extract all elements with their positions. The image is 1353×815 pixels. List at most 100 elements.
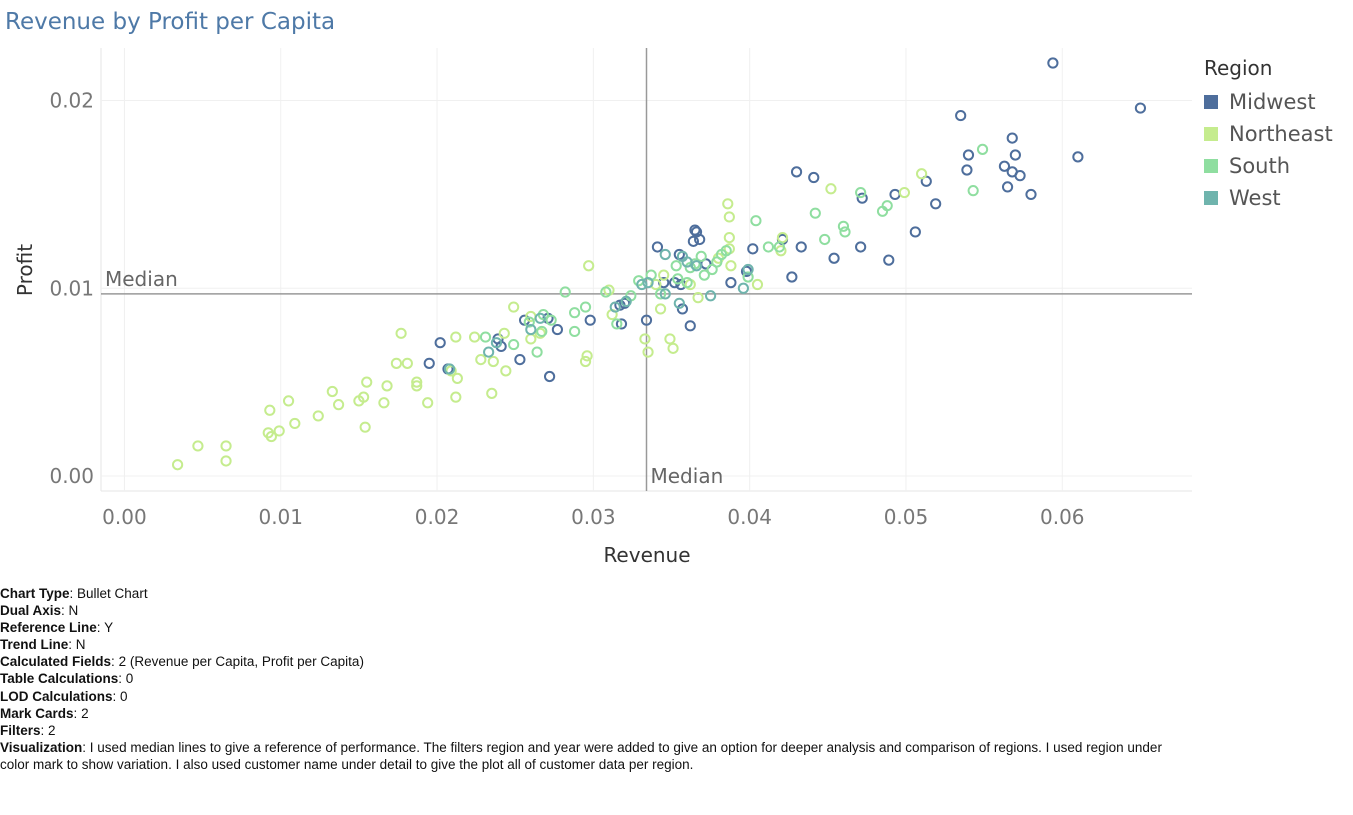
data-point-south (654, 288, 667, 300)
data-point-west (737, 282, 750, 294)
y-axis-label: Profit (13, 244, 37, 296)
note-calculated-fields: Calculated Fields: 2 (Revenue per Capita… (0, 654, 364, 670)
data-point-northeast (654, 303, 667, 315)
legend-item-south[interactable]: South (1204, 150, 1333, 182)
data-point-northeast (650, 278, 662, 291)
data-point-west (609, 301, 621, 313)
data-point-midwest (615, 318, 628, 330)
legend-label: Midwest (1229, 90, 1316, 114)
data-point-south (967, 185, 979, 197)
data-point-northeast (667, 342, 679, 354)
data-point-south (876, 205, 889, 217)
data-point-west (620, 295, 632, 308)
x-tick-label: 0.02 (415, 505, 460, 529)
data-point-west (673, 297, 685, 309)
data-point-midwest (689, 224, 701, 236)
data-point-northeast (475, 354, 487, 366)
y-tick-label: 0.02 (49, 89, 94, 113)
x-tick-label: 0.06 (1040, 505, 1085, 529)
note-trend-line: Trend Line: N (0, 637, 86, 653)
note-table-calculations: Table Calculations: 0 (0, 671, 134, 687)
data-point-northeast (500, 365, 512, 377)
data-point-northeast (312, 410, 324, 422)
data-point-northeast (498, 327, 510, 339)
data-point-midwest (1047, 57, 1059, 69)
data-point-west (525, 323, 537, 336)
data-point-northeast (825, 183, 837, 195)
data-point-northeast (579, 355, 592, 368)
median-label-vertical: Median (651, 464, 724, 488)
data-point-northeast (265, 430, 277, 443)
data-point-south (479, 331, 492, 343)
data-point-northeast (725, 260, 737, 272)
data-point-south (569, 307, 581, 319)
data-point-northeast (639, 333, 651, 345)
data-point-west (443, 363, 456, 375)
data-point-midwest (855, 241, 867, 253)
data-point-west (534, 312, 546, 324)
data-point-west (659, 248, 671, 261)
data-point-northeast (534, 327, 546, 339)
data-point-south (773, 241, 785, 253)
chart-notes: Chart Type: Bullet Chart Dual Axis: N Re… (0, 585, 1180, 773)
median-reference-lines: Median Median (101, 48, 1192, 491)
data-point-northeast (487, 355, 499, 368)
data-point-northeast (723, 231, 735, 244)
data-point-northeast (220, 455, 232, 467)
data-point-northeast (508, 301, 520, 313)
data-point-northeast (361, 376, 373, 388)
legend-item-northeast[interactable]: Northeast (1204, 118, 1333, 150)
data-point-south (819, 233, 831, 246)
x-tick-label: 0.01 (258, 505, 303, 529)
data-point-west (642, 277, 654, 289)
data-point-northeast (381, 380, 393, 392)
data-point-northeast (915, 168, 928, 180)
data-point-south (698, 269, 710, 281)
data-point-midwest (747, 243, 759, 255)
data-point-northeast (353, 395, 365, 407)
y-tick-label: 0.00 (49, 464, 94, 488)
x-axis-label: Revenue (603, 543, 690, 567)
legend-item-midwest[interactable]: Midwest (1204, 86, 1333, 118)
data-point-south (672, 273, 684, 285)
data-point-northeast (220, 440, 232, 452)
data-point-midwest (1072, 151, 1084, 163)
data-point-south (750, 215, 762, 227)
data-point-midwest (1134, 102, 1147, 114)
data-point-south (681, 277, 693, 289)
data-point-south (839, 226, 851, 238)
note-reference-line: Reference Line: Y (0, 620, 114, 636)
legend: Region Midwest Northeast South West (1204, 56, 1333, 214)
data-point-midwest (551, 323, 564, 336)
note-dual-axis: Dual Axis: N (0, 603, 79, 619)
data-point-northeast (445, 365, 457, 377)
data-point-northeast (450, 331, 462, 343)
data-point-midwest (740, 265, 753, 277)
data-point-midwest (856, 192, 868, 204)
note-filters: Filters: 2 (0, 722, 56, 738)
data-point-northeast (450, 391, 462, 403)
data-point-south (670, 260, 682, 272)
data-point-west (681, 256, 693, 268)
data-point-south (855, 186, 867, 199)
data-point-south (523, 316, 535, 328)
data-point-south (684, 262, 696, 274)
data-point-midwest (962, 149, 975, 161)
legend-item-west[interactable]: West (1204, 182, 1333, 214)
data-point-midwest (423, 357, 435, 369)
data-point-south (762, 241, 775, 253)
data-point-west (490, 337, 503, 349)
data-point-south (508, 338, 520, 351)
data-point-midwest (930, 198, 942, 210)
data-point-northeast (422, 397, 434, 409)
data-point-northeast (264, 404, 276, 416)
data-point-midwest (998, 160, 1011, 172)
data-point-northeast (776, 231, 789, 244)
data-point-northeast (326, 385, 338, 398)
data-point-midwest (1014, 170, 1026, 182)
data-point-midwest (725, 277, 737, 289)
data-point-northeast (332, 399, 345, 411)
data-point-south (742, 271, 754, 283)
data-point-northeast (898, 186, 911, 199)
